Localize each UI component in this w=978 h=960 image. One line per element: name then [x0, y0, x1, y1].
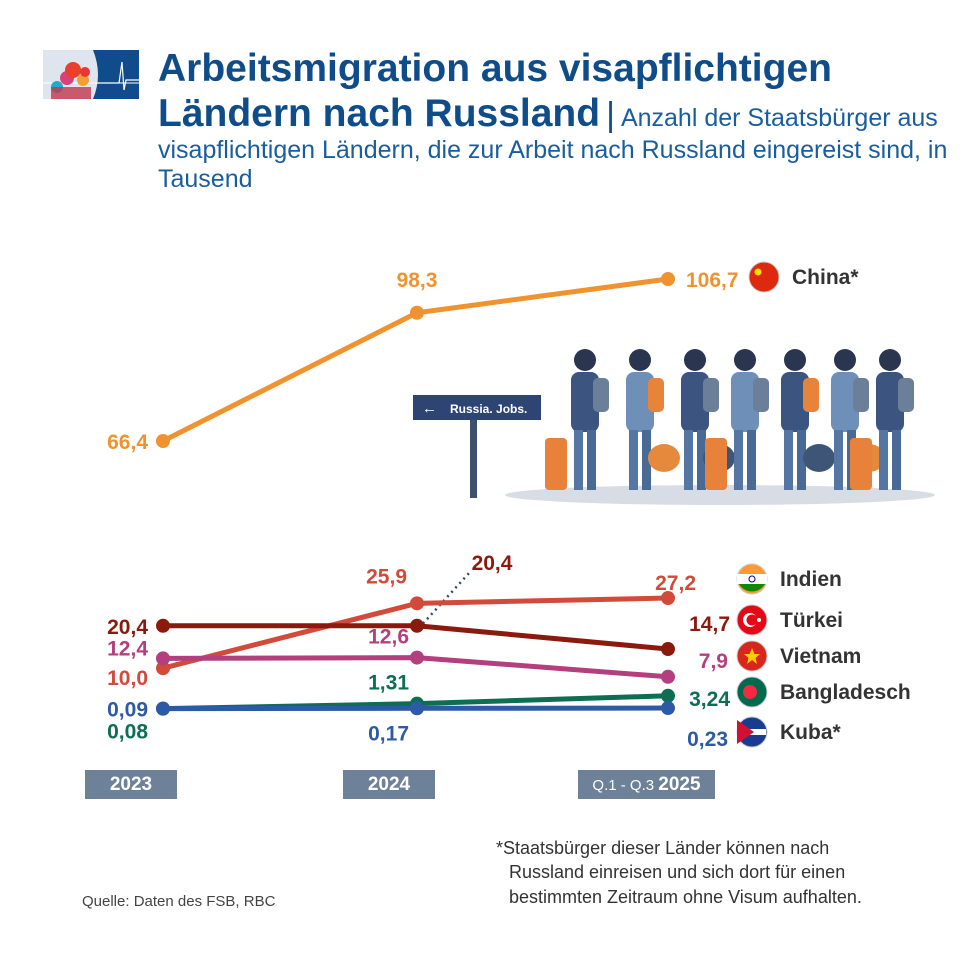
sign-board — [413, 395, 541, 420]
data-point-türkei-2 — [661, 642, 675, 657]
chart-title: Arbeitsmigration aus visapflichtigen Län… — [158, 46, 958, 194]
footnote: *Staatsbürger dieser Länder können nach … — [496, 838, 862, 907]
data-point-kuba-0 — [156, 701, 170, 716]
data-label-türkei-0: 20,4 — [107, 616, 148, 639]
data-point-kuba-1 — [410, 701, 424, 716]
data-point-china-2 — [661, 271, 675, 286]
data-point-bangladesch-2 — [661, 688, 675, 703]
data-label-china-1: 98,3 — [397, 269, 438, 292]
turkey-2024-leader-line — [418, 571, 471, 629]
data-point-vietnam-1 — [410, 650, 424, 665]
data-label-bangladesch-2: 3,24 — [689, 688, 730, 711]
data-point-china-0 — [156, 434, 170, 448]
data-label-bangladesch-0: 0,08 — [107, 721, 148, 744]
chart-subtitle: Anzahl der Staatsbürger aus visapflichti… — [158, 104, 948, 194]
illustration-migrants: ← Russia. Jobs. — [413, 349, 935, 505]
title-line-2: Ländern nach Russland — [158, 92, 601, 136]
china-flag-icon — [748, 261, 780, 293]
year-label-2025: Q.1 - Q.3 2025 — [578, 770, 715, 799]
migrant-figure — [626, 349, 680, 490]
year-label-2023: 2023 — [85, 770, 177, 799]
data-point-vietnam-2 — [661, 669, 675, 684]
data-point-türkei-0 — [156, 618, 170, 633]
data-label-kuba-1: 0,17 — [368, 722, 409, 745]
data-label-bangladesch-1: 1,31 — [368, 672, 409, 695]
source: Quelle: Daten des FSB, RBC — [82, 893, 276, 910]
data-point-indien-1 — [410, 596, 424, 611]
title-line-1: Arbeitsmigration aus visapflichtigen — [158, 47, 832, 90]
data-label-china-0: 66,4 — [107, 431, 148, 454]
migrant-figure — [781, 349, 835, 490]
data-point-indien-0 — [156, 661, 170, 676]
data-point-indien-2 — [661, 591, 675, 606]
data-label-vietnam-1: 12,6 — [368, 626, 409, 649]
title-separator: | — [606, 96, 615, 135]
year-label-2024: 2024 — [343, 770, 435, 799]
sign-arrow-icon: ← — [422, 400, 437, 417]
legend-türkei: Türkei — [780, 609, 843, 632]
data-point-türkei-1 — [410, 618, 424, 633]
legend-vietnam: Vietnam — [780, 645, 861, 668]
data-label-vietnam-0: 12,4 — [107, 637, 148, 660]
data-label-indien-1: 25,9 — [366, 565, 407, 588]
data-label-indien-2: 27,2 — [655, 572, 696, 595]
legend-kuba: Kuba* — [780, 721, 842, 744]
migrant-figure — [545, 349, 609, 490]
data-point-kuba-2 — [661, 701, 675, 716]
migrant-figure — [705, 349, 769, 490]
data-label-vietnam-2: 7,9 — [699, 650, 728, 673]
vietnam-flag-icon — [736, 640, 768, 672]
data-label-kuba-0: 0,09 — [107, 699, 148, 722]
legend-indien: Indien — [780, 568, 842, 591]
sign-text: Russia. Jobs. — [450, 402, 527, 416]
legend-china: China* — [792, 266, 859, 289]
legend-bangladesch: Bangladesch — [780, 681, 911, 704]
turkey-flag-icon — [736, 604, 768, 636]
logo — [43, 50, 139, 99]
migrant-figure — [850, 349, 914, 490]
bangladesh-flag-icon — [736, 676, 768, 708]
data-label-kuba-2: 0,23 — [687, 728, 728, 751]
india-flag-icon — [736, 563, 768, 595]
data-point-vietnam-0 — [156, 651, 170, 666]
data-label-türkei-1: 20,4 — [472, 552, 513, 575]
data-point-china-1 — [410, 305, 424, 320]
cuba-flag-icon — [736, 716, 768, 748]
data-label-china-2: 106,7 — [686, 269, 739, 292]
data-label-indien-0: 10,0 — [107, 667, 148, 690]
data-label-türkei-2: 14,7 — [689, 613, 730, 636]
